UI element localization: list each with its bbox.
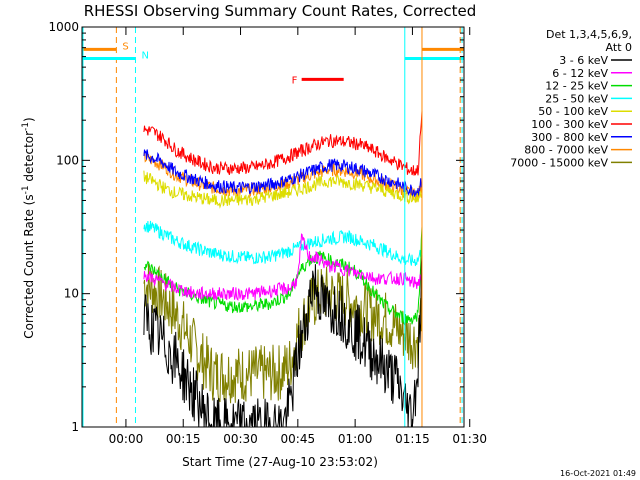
series-line-300-800-kev [143,149,423,197]
marker-letter-n: N [141,51,148,62]
legend-label: 6 - 12 keV [552,67,608,80]
series-line-7000-15000-kev [143,263,423,404]
legend-att: Att 0 [606,41,632,54]
series-line-25-50-kev [143,220,423,267]
x-tick-label: 00:15 [166,432,201,446]
footer-timestamp: 16-Oct-2021 01:49 [560,469,636,478]
legend-label: 12 - 25 keV [545,80,608,93]
marker-letter-f: F [292,75,298,86]
chart-title: RHESSI Observing Summary Count Rates, Co… [84,2,477,20]
x-axis-label: Start Time (27-Aug-10 23:53:02) [182,455,378,469]
x-tick-label: 00:45 [281,432,316,446]
legend-label: 100 - 300 keV [531,118,608,131]
legend-label: 25 - 50 keV [545,92,608,105]
series-line-3-6-kev [143,254,423,427]
legend-header: Det 1,3,4,5,6,9, [546,28,632,41]
plot-frame [81,26,465,428]
x-tick-label: 00:00 [109,432,144,446]
plot-content [82,27,464,427]
series-line-50-100-kev [143,170,423,209]
legend-label: 7000 - 15000 keV [510,156,608,169]
y-tick-label: 100 [56,153,79,167]
legend-label: 50 - 100 keV [538,105,608,118]
x-tick-label: 01:30 [452,432,487,446]
legend-label: 300 - 800 keV [531,131,608,144]
y-tick-label: 1 [71,420,79,434]
plot-area: S N F 1 10 100 1000 00:00 00:15 00:30 00:45 01:00 01… [48,20,487,446]
marker-letter-s: S [122,41,128,52]
y-axis-label: Corrected Count Rate (s-1 detector-1) [21,117,36,338]
x-tick-label: 00:30 [223,432,258,446]
x-tick-label: 01:00 [338,432,373,446]
series-line-100-300-kev [143,110,423,176]
legend-label: 800 - 7000 keV [524,144,608,157]
y-tick-label: 1000 [48,20,79,34]
x-tick-label: 01:15 [395,432,430,446]
series-line-6-12-kev [143,233,423,301]
legend-label: 3 - 6 keV [559,54,608,67]
y-tick-label: 10 [64,287,79,301]
